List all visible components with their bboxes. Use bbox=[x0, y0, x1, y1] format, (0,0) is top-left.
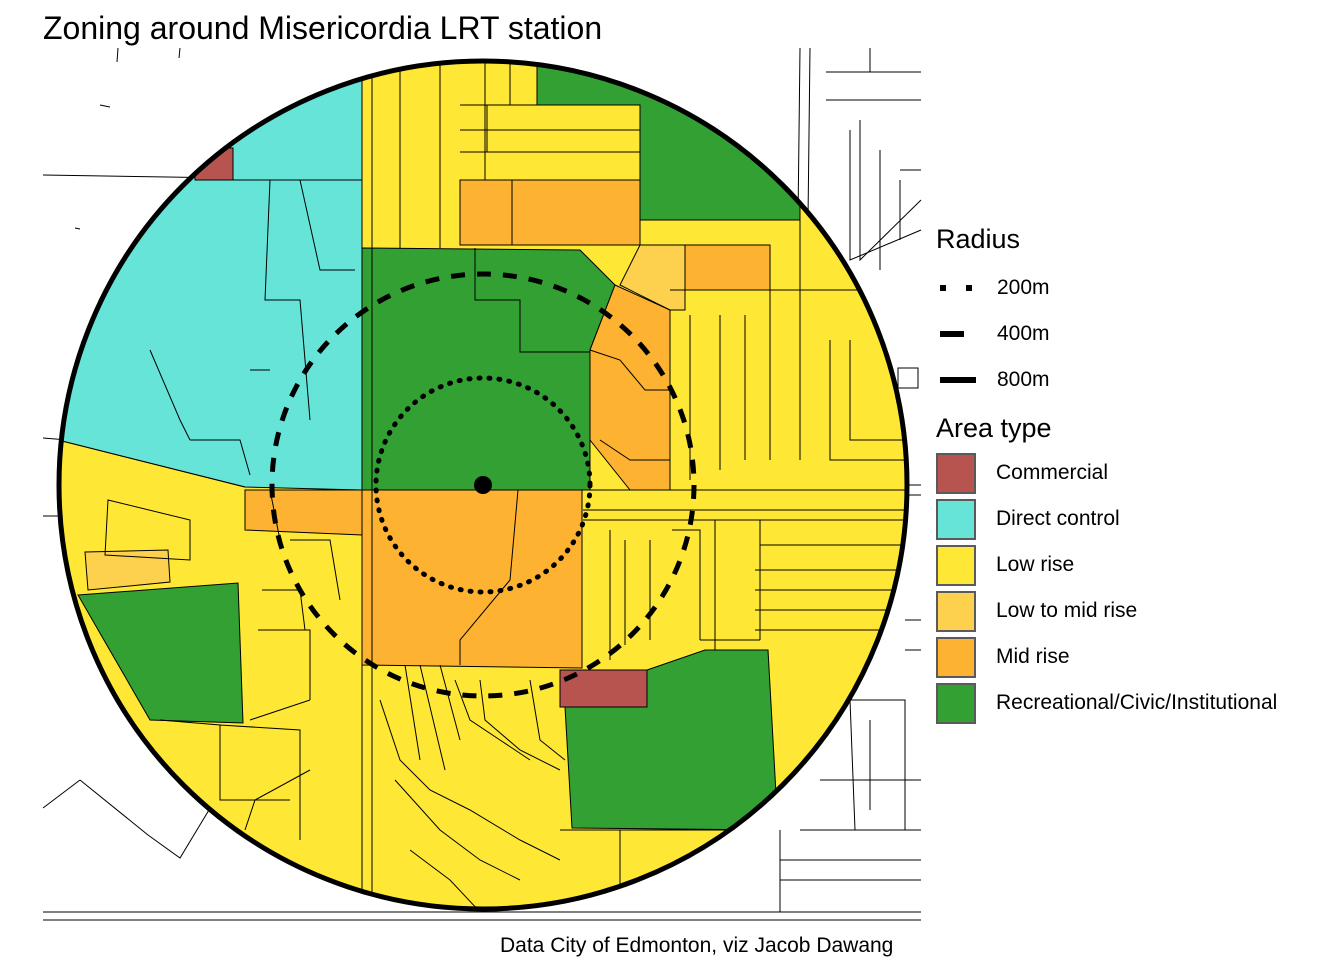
legend-swatch bbox=[936, 498, 976, 540]
station-marker bbox=[474, 476, 492, 494]
legend-swatch bbox=[936, 544, 976, 586]
solid-line-icon bbox=[940, 377, 976, 383]
dashed-line-icon bbox=[940, 331, 964, 337]
legend-label: Commercial bbox=[996, 461, 1109, 484]
legend-label: 400m bbox=[997, 322, 1050, 345]
zone-mid-rise-north bbox=[459, 179, 641, 246]
zone-commercial-nw bbox=[194, 147, 234, 181]
legend-label: 800m bbox=[997, 368, 1050, 391]
legend-label: Low rise bbox=[996, 553, 1075, 576]
legend-label: Mid rise bbox=[996, 645, 1070, 668]
legend-area-type-title: Area type bbox=[936, 413, 1052, 443]
radius-800m-circle bbox=[56, 58, 910, 912]
legend-swatch bbox=[936, 682, 976, 724]
legend-item-low-rise: Low rise bbox=[936, 542, 1277, 588]
legend-label: 200m bbox=[997, 276, 1050, 299]
dotted-line-icon bbox=[940, 285, 972, 291]
legend-item-200m: 200m bbox=[936, 265, 1277, 311]
radius-400m-circle bbox=[269, 271, 697, 699]
map-title: Zoning around Misericordia LRT station bbox=[43, 10, 603, 46]
legend-label: Direct control bbox=[996, 507, 1120, 530]
legend-item-commercial: Commercial bbox=[936, 450, 1277, 496]
legend-label: Low to mid rise bbox=[996, 599, 1138, 622]
zone-direct-control bbox=[59, 61, 363, 491]
legend-radius-title: Radius bbox=[936, 224, 1021, 254]
legend-swatch bbox=[936, 590, 976, 632]
legend-swatch bbox=[936, 636, 976, 678]
legend-item-direct-control: Direct control bbox=[936, 496, 1277, 542]
map-caption: Data City of Edmonton, viz Jacob Dawang bbox=[500, 934, 894, 957]
zone-recreational-center bbox=[361, 247, 616, 491]
legend: Radius 200m 400m 800m Area type Commerci… bbox=[936, 224, 1277, 726]
street-network bbox=[42, 47, 922, 921]
legend-label: Recreational/Civic/Institutional bbox=[996, 691, 1278, 714]
zone-low-to-mid-rise-west bbox=[84, 549, 171, 591]
legend-item-800m: 800m bbox=[936, 357, 1277, 403]
legend-item-recreational-civic-institutional: Recreational/Civic/Institutional bbox=[936, 680, 1277, 726]
legend-item-low-to-mid-rise: Low to mid rise bbox=[936, 588, 1277, 634]
radius-200m-circle bbox=[373, 375, 593, 595]
zone-mid-rise-ne bbox=[684, 244, 771, 291]
zone-recreational-west bbox=[77, 582, 244, 724]
zone-low-to-mid-rise-ne bbox=[619, 244, 686, 311]
legend-item-mid-rise: Mid rise bbox=[936, 634, 1277, 680]
zone-recreational-se bbox=[564, 649, 779, 831]
legend-item-400m: 400m bbox=[936, 311, 1277, 357]
legend-swatch bbox=[936, 452, 976, 494]
